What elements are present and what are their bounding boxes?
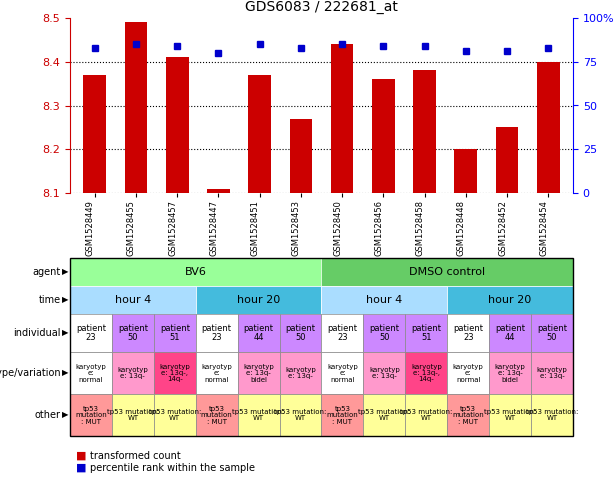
- Text: genotype/variation: genotype/variation: [0, 368, 61, 378]
- Text: tp53 mutation:
WT: tp53 mutation: WT: [358, 409, 411, 421]
- Text: patient
23: patient 23: [76, 324, 106, 342]
- Text: hour 20: hour 20: [237, 295, 280, 305]
- Bar: [372, 79, 395, 193]
- Bar: [166, 57, 189, 193]
- Bar: [413, 71, 436, 193]
- Bar: [496, 128, 519, 193]
- Text: ■: ■: [76, 463, 86, 473]
- Text: karyotyp
e: 13q-: karyotyp e: 13q-: [536, 367, 568, 379]
- Text: karyotyp
e:
normal: karyotyp e: normal: [453, 364, 484, 383]
- Text: tp53 mutation:
WT: tp53 mutation: WT: [275, 409, 327, 421]
- Text: individual: individual: [13, 328, 61, 338]
- Text: hour 4: hour 4: [366, 295, 403, 305]
- Text: other: other: [35, 410, 61, 420]
- Text: tp53 mutation:
WT: tp53 mutation: WT: [148, 409, 201, 421]
- Bar: [537, 62, 560, 193]
- Text: ▶: ▶: [62, 369, 68, 378]
- Text: karyotyp
e:
normal: karyotyp e: normal: [327, 364, 358, 383]
- Text: karyotyp
e: 13q-: karyotyp e: 13q-: [118, 367, 148, 379]
- Text: ■: ■: [76, 451, 86, 461]
- Text: time: time: [39, 295, 61, 305]
- Text: patient
50: patient 50: [370, 324, 400, 342]
- Text: patient
51: patient 51: [411, 324, 441, 342]
- Text: karyotyp
e: 13q-
bidel: karyotyp e: 13q- bidel: [243, 364, 274, 383]
- Text: ▶: ▶: [62, 296, 68, 304]
- Bar: [331, 44, 354, 193]
- Text: tp53 mutation:
WT: tp53 mutation: WT: [232, 409, 285, 421]
- Text: karyotyp
e: 13q-: karyotyp e: 13q-: [369, 367, 400, 379]
- Text: hour 20: hour 20: [489, 295, 531, 305]
- Text: karyotyp
e:
normal: karyotyp e: normal: [75, 364, 106, 383]
- Text: tp53 mutation:
WT: tp53 mutation: WT: [526, 409, 578, 421]
- Text: DMSO control: DMSO control: [409, 267, 485, 277]
- Text: tp53 mutation:
WT: tp53 mutation: WT: [484, 409, 536, 421]
- Text: ▶: ▶: [62, 328, 68, 338]
- Bar: [248, 75, 271, 193]
- Text: karyotyp
e: 13q-: karyotyp e: 13q-: [285, 367, 316, 379]
- Text: karyotyp
e:
normal: karyotyp e: normal: [201, 364, 232, 383]
- Text: patient
44: patient 44: [495, 324, 525, 342]
- Title: GDS6083 / 222681_at: GDS6083 / 222681_at: [245, 0, 398, 14]
- Text: tp53 mutation:
WT: tp53 mutation: WT: [400, 409, 452, 421]
- Text: tp53 mutation:
WT: tp53 mutation: WT: [107, 409, 159, 421]
- Text: percentile rank within the sample: percentile rank within the sample: [89, 463, 254, 473]
- Text: tp53
mutation
: MUT: tp53 mutation : MUT: [327, 406, 359, 425]
- Text: patient
50: patient 50: [286, 324, 316, 342]
- Bar: [289, 119, 312, 193]
- Bar: [454, 149, 477, 193]
- Text: ▶: ▶: [62, 411, 68, 420]
- Text: patient
51: patient 51: [160, 324, 190, 342]
- Text: tp53
mutation
: MUT: tp53 mutation : MUT: [452, 406, 484, 425]
- Text: patient
50: patient 50: [537, 324, 567, 342]
- Text: ▶: ▶: [62, 268, 68, 276]
- Text: patient
44: patient 44: [243, 324, 273, 342]
- Text: patient
50: patient 50: [118, 324, 148, 342]
- Bar: [124, 22, 147, 193]
- Text: hour 4: hour 4: [115, 295, 151, 305]
- Text: agent: agent: [32, 267, 61, 277]
- Bar: [83, 75, 106, 193]
- Text: karyotyp
e: 13q-
bidel: karyotyp e: 13q- bidel: [495, 364, 525, 383]
- Text: patient
23: patient 23: [453, 324, 483, 342]
- Text: karyotyp
e: 13q-,
14q-: karyotyp e: 13q-, 14q-: [411, 364, 442, 383]
- Bar: [207, 189, 230, 193]
- Text: BV6: BV6: [185, 267, 207, 277]
- Text: patient
23: patient 23: [202, 324, 232, 342]
- Text: patient
23: patient 23: [327, 324, 357, 342]
- Text: transformed count: transformed count: [89, 451, 180, 461]
- Text: karyotyp
e: 13q-,
14q-: karyotyp e: 13q-, 14q-: [159, 364, 190, 383]
- Text: tp53
mutation
: MUT: tp53 mutation : MUT: [201, 406, 232, 425]
- Text: tp53
mutation
: MUT: tp53 mutation : MUT: [75, 406, 107, 425]
